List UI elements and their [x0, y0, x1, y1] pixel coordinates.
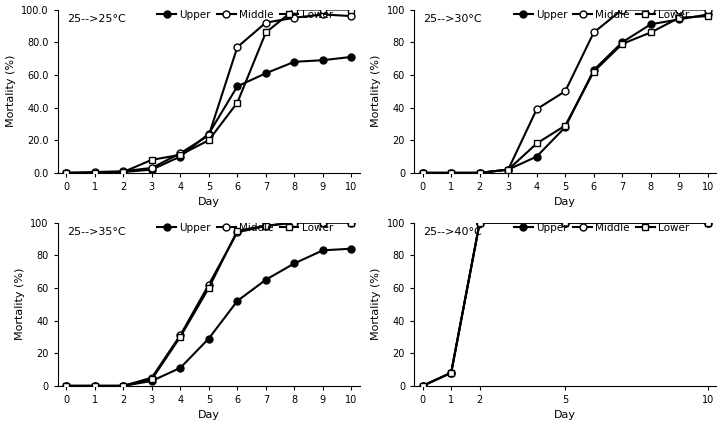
Legend: Upper, Middle, Lower: Upper, Middle, Lower — [157, 10, 333, 20]
X-axis label: Day: Day — [554, 410, 576, 420]
Text: 25-->30°C: 25-->30°C — [423, 14, 482, 24]
Text: 25-->25°C: 25-->25°C — [66, 14, 126, 24]
Text: 25-->40°C: 25-->40°C — [423, 227, 482, 237]
Legend: Upper, Middle, Lower: Upper, Middle, Lower — [514, 223, 690, 233]
Y-axis label: Mortality (%): Mortality (%) — [371, 268, 381, 340]
X-axis label: Day: Day — [554, 197, 576, 207]
X-axis label: Day: Day — [198, 197, 219, 207]
X-axis label: Day: Day — [198, 410, 219, 420]
Text: 25-->35°C: 25-->35°C — [66, 227, 126, 237]
Y-axis label: Mortality (%): Mortality (%) — [371, 55, 381, 127]
Legend: Upper, Middle, Lower: Upper, Middle, Lower — [514, 10, 690, 20]
Y-axis label: Mortality (%): Mortality (%) — [6, 55, 16, 127]
Legend: Upper, Middle, Lower: Upper, Middle, Lower — [157, 223, 333, 233]
Y-axis label: Mortality (%): Mortality (%) — [14, 268, 25, 340]
